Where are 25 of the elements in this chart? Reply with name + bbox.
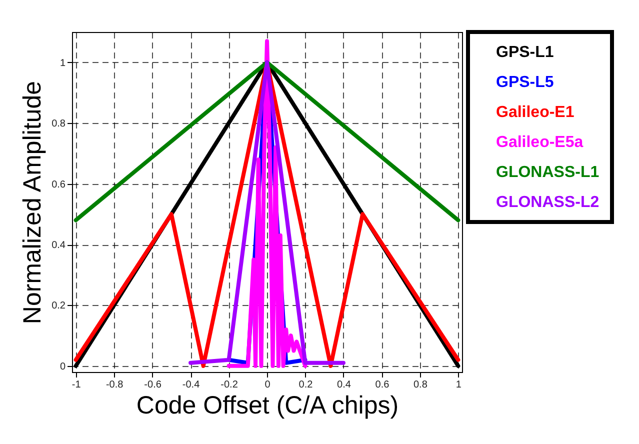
text: GPS-L5 xyxy=(496,74,554,91)
y-tick-label: 0 xyxy=(60,361,66,372)
x-tick-label: 0.2 xyxy=(298,380,314,390)
x-tick-label: -0.8 xyxy=(106,380,124,390)
y-tick-label: 1 xyxy=(60,58,66,69)
x-tick-label: 0.6 xyxy=(375,380,390,390)
y-axis-title: Normalized Amplitude xyxy=(18,80,47,324)
text: GLONASS-L2 xyxy=(496,194,600,211)
y-tick-label: 0.4 xyxy=(52,240,66,251)
x-tick-label: 1 xyxy=(456,380,462,390)
x-tick-label: 0.4 xyxy=(337,380,352,390)
text: Galileo-E5a xyxy=(496,134,584,151)
x-tick-label: -1 xyxy=(72,380,82,390)
x-tick-label: -0.2 xyxy=(220,380,238,390)
x-tick-label: -0.4 xyxy=(182,380,200,390)
x-tick-label: 0.8 xyxy=(413,380,428,390)
x-axis-title: Code Offset (C/A chips) xyxy=(136,392,399,420)
y-tick-label: 0.8 xyxy=(52,118,66,130)
text: Galileo-E1 xyxy=(496,104,574,121)
x-tick-label: -0.6 xyxy=(144,380,162,390)
text: GPS-L1 xyxy=(496,44,554,61)
text: GLONASS-L1 xyxy=(496,164,600,181)
x-tick-label: 0 xyxy=(264,380,271,390)
y-tick-label: 0.2 xyxy=(52,300,66,312)
y-tick-label: 0.6 xyxy=(52,179,66,190)
